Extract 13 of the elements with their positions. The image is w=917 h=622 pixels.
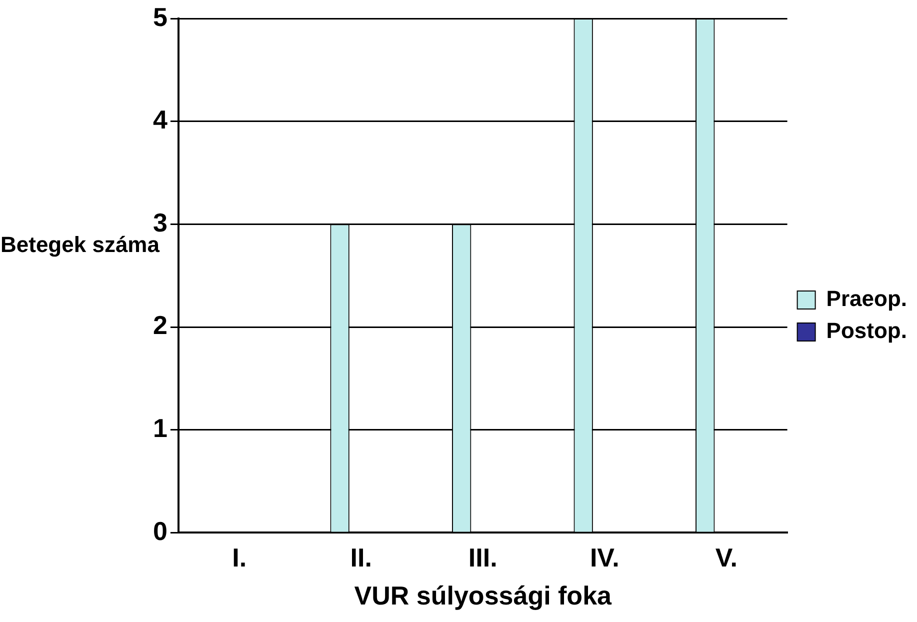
x-tick-label: I.	[232, 542, 247, 572]
legend-label: Postop.	[826, 318, 907, 344]
y-tick-label: 4	[152, 104, 168, 135]
x-tick-label: V.	[715, 542, 738, 572]
x-tick-label: III.	[468, 542, 498, 572]
y-tick-label: 2	[152, 310, 168, 340]
x-tick-label: IV.	[590, 542, 620, 572]
x-tick-label: II.	[350, 542, 372, 572]
y-tick-label: 1	[152, 412, 168, 443]
x-axis-title: VUR súlyossági foka	[354, 580, 612, 611]
legend-label: Praeop.	[826, 286, 908, 312]
y-tick-label: 0	[152, 516, 168, 546]
y-tick-label: 5	[152, 2, 168, 32]
